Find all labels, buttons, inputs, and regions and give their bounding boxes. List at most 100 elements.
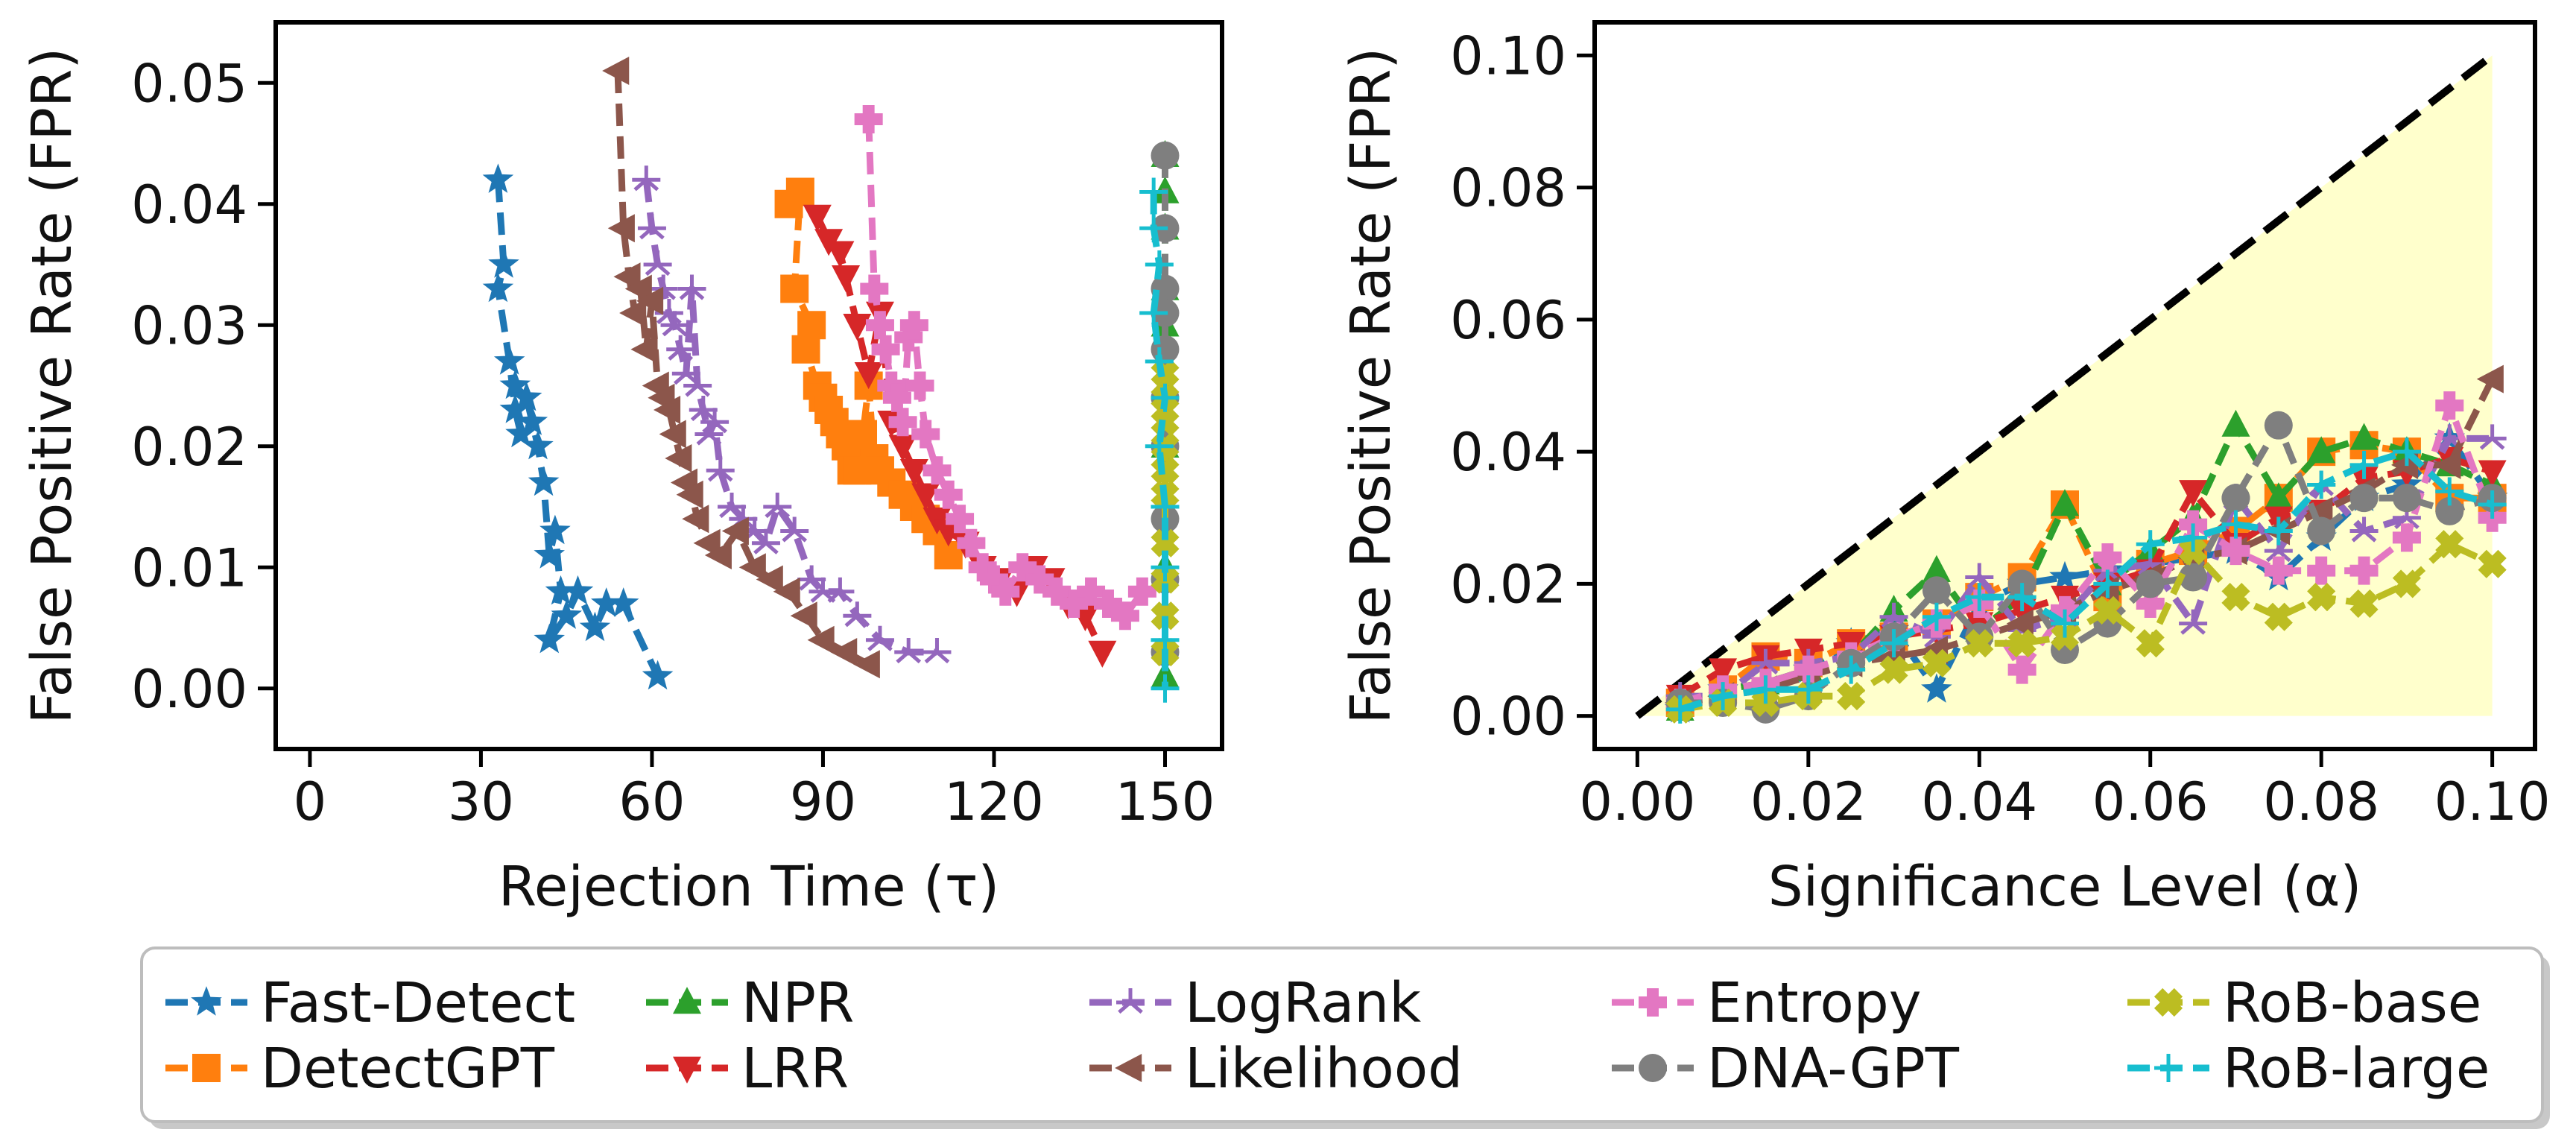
x-tick-label: 0.04 xyxy=(1921,771,2037,832)
data-point-logrank xyxy=(763,493,792,519)
axes-frame xyxy=(273,20,1224,751)
plot-area xyxy=(482,57,1180,703)
data-point-likelihood xyxy=(636,286,664,315)
data-point-likelihood xyxy=(665,444,692,473)
data-point-npr xyxy=(1151,660,1180,688)
data-point-rob-large xyxy=(2435,477,2464,506)
data-point-rob-base xyxy=(1151,528,1180,557)
data-point-fast-detect xyxy=(505,417,537,448)
legend-marker-logrank xyxy=(1116,988,1145,1014)
reference-line xyxy=(1635,52,2495,719)
x-axis-label: Significance Level (α) xyxy=(1768,855,2362,919)
data-point-lrr xyxy=(888,434,917,462)
data-point-likelihood xyxy=(602,57,630,85)
data-point-entropy xyxy=(1093,590,1122,619)
legend-label: Entropy xyxy=(1707,971,1922,1035)
data-point-likelihood xyxy=(790,601,817,631)
data-point-rob-large xyxy=(2136,530,2165,559)
data-point-npr xyxy=(2264,482,2293,510)
data-point-logrank xyxy=(826,577,855,603)
data-point-lrr xyxy=(899,459,928,487)
data-point-fast-detect xyxy=(488,248,519,278)
data-point-lrr xyxy=(832,265,861,293)
data-point-entropy xyxy=(1794,655,1823,684)
data-point-likelihood xyxy=(630,335,658,364)
data-point-rob-base xyxy=(2307,583,2336,612)
data-point-rob-large xyxy=(1922,602,1951,631)
data-point-npr xyxy=(1922,554,1951,582)
series-line-rob-large xyxy=(1679,448,2493,713)
data-point-entropy xyxy=(1060,590,1089,619)
data-point-npr xyxy=(2051,489,2079,516)
data-point-rob-large xyxy=(1151,553,1180,582)
data-point-fast-detect xyxy=(534,623,565,654)
data-point-rob-large xyxy=(2007,583,2037,612)
series-rob-base xyxy=(1665,530,2507,724)
data-point-logrank xyxy=(808,577,838,603)
data-point-rob-large xyxy=(1145,250,1174,279)
data-point-fast-detect xyxy=(551,599,582,629)
x-tick-label: 60 xyxy=(618,771,685,832)
x-tick-label: 0.06 xyxy=(2092,771,2209,832)
data-point-rob-base xyxy=(2007,629,2037,658)
data-point-fast-detect xyxy=(562,575,594,605)
data-point-entropy xyxy=(946,505,975,534)
data-point-rob-large xyxy=(1139,177,1168,206)
data-point-dna-gpt xyxy=(1922,576,1951,605)
data-point-likelihood xyxy=(773,577,800,606)
data-point-rob-base xyxy=(1922,648,1951,677)
y-tick-label: 0.04 xyxy=(1450,422,1566,483)
legend-item-likelihood: Likelihood xyxy=(1089,1037,1463,1101)
data-point-dna-gpt xyxy=(2221,484,2250,513)
data-point-logrank xyxy=(797,565,826,591)
legend-marker-dna-gpt xyxy=(1639,1054,1667,1082)
data-point-entropy xyxy=(911,420,940,449)
data-point-logrank xyxy=(671,359,700,385)
data-point-entropy xyxy=(2435,391,2464,420)
data-point-likelihood xyxy=(2434,450,2461,479)
data-point-likelihood xyxy=(756,565,783,594)
data-point-likelihood xyxy=(624,274,652,303)
data-point-entropy xyxy=(854,105,883,134)
data-point-logrank xyxy=(740,516,769,543)
data-point-logrank xyxy=(683,371,712,397)
data-point-rob-large xyxy=(1139,299,1168,327)
data-point-fast-detect xyxy=(642,660,674,690)
data-point-lrr xyxy=(2349,467,2379,494)
data-point-rob-large xyxy=(1879,629,1908,658)
data-point-fast-detect xyxy=(499,394,531,423)
data-point-rob-base xyxy=(2478,549,2507,578)
x-tick-label: 90 xyxy=(790,771,856,832)
legend-item-detectgpt: DetectGPT xyxy=(165,1037,555,1101)
data-point-rob-base xyxy=(2435,530,2464,559)
x-tick-label: 120 xyxy=(944,771,1044,832)
data-point-detectgpt xyxy=(849,420,878,449)
data-point-likelihood xyxy=(659,420,686,449)
data-point-rob-large xyxy=(1151,383,1180,412)
data-point-fast-detect xyxy=(499,369,531,399)
y-tick-label: 0.02 xyxy=(131,417,247,478)
data-point-entropy xyxy=(882,383,911,412)
y-tick-label: 0.10 xyxy=(1450,25,1566,86)
data-point-entropy xyxy=(1110,601,1139,631)
data-point-lrr xyxy=(1088,640,1117,668)
legend-label: NPR xyxy=(741,971,854,1035)
legend-marker-likelihood xyxy=(1115,1054,1142,1082)
data-point-logrank xyxy=(632,165,661,192)
data-point-rob-base xyxy=(2136,629,2165,658)
data-point-npr xyxy=(2307,436,2336,464)
data-point-fast-detect xyxy=(607,587,639,617)
data-point-likelihood xyxy=(693,528,721,557)
data-point-npr xyxy=(2349,423,2379,450)
data-point-entropy xyxy=(860,274,889,303)
data-point-entropy xyxy=(871,335,900,364)
data-point-likelihood xyxy=(738,553,766,582)
data-point-lrr xyxy=(1709,658,1738,686)
data-point-rob-base xyxy=(2221,583,2250,612)
data-point-dna-gpt xyxy=(2307,516,2336,546)
data-point-entropy xyxy=(979,565,1008,594)
data-point-entropy xyxy=(2264,556,2293,585)
legend-marker-fast-detect xyxy=(191,986,222,1016)
data-point-logrank xyxy=(700,408,730,434)
